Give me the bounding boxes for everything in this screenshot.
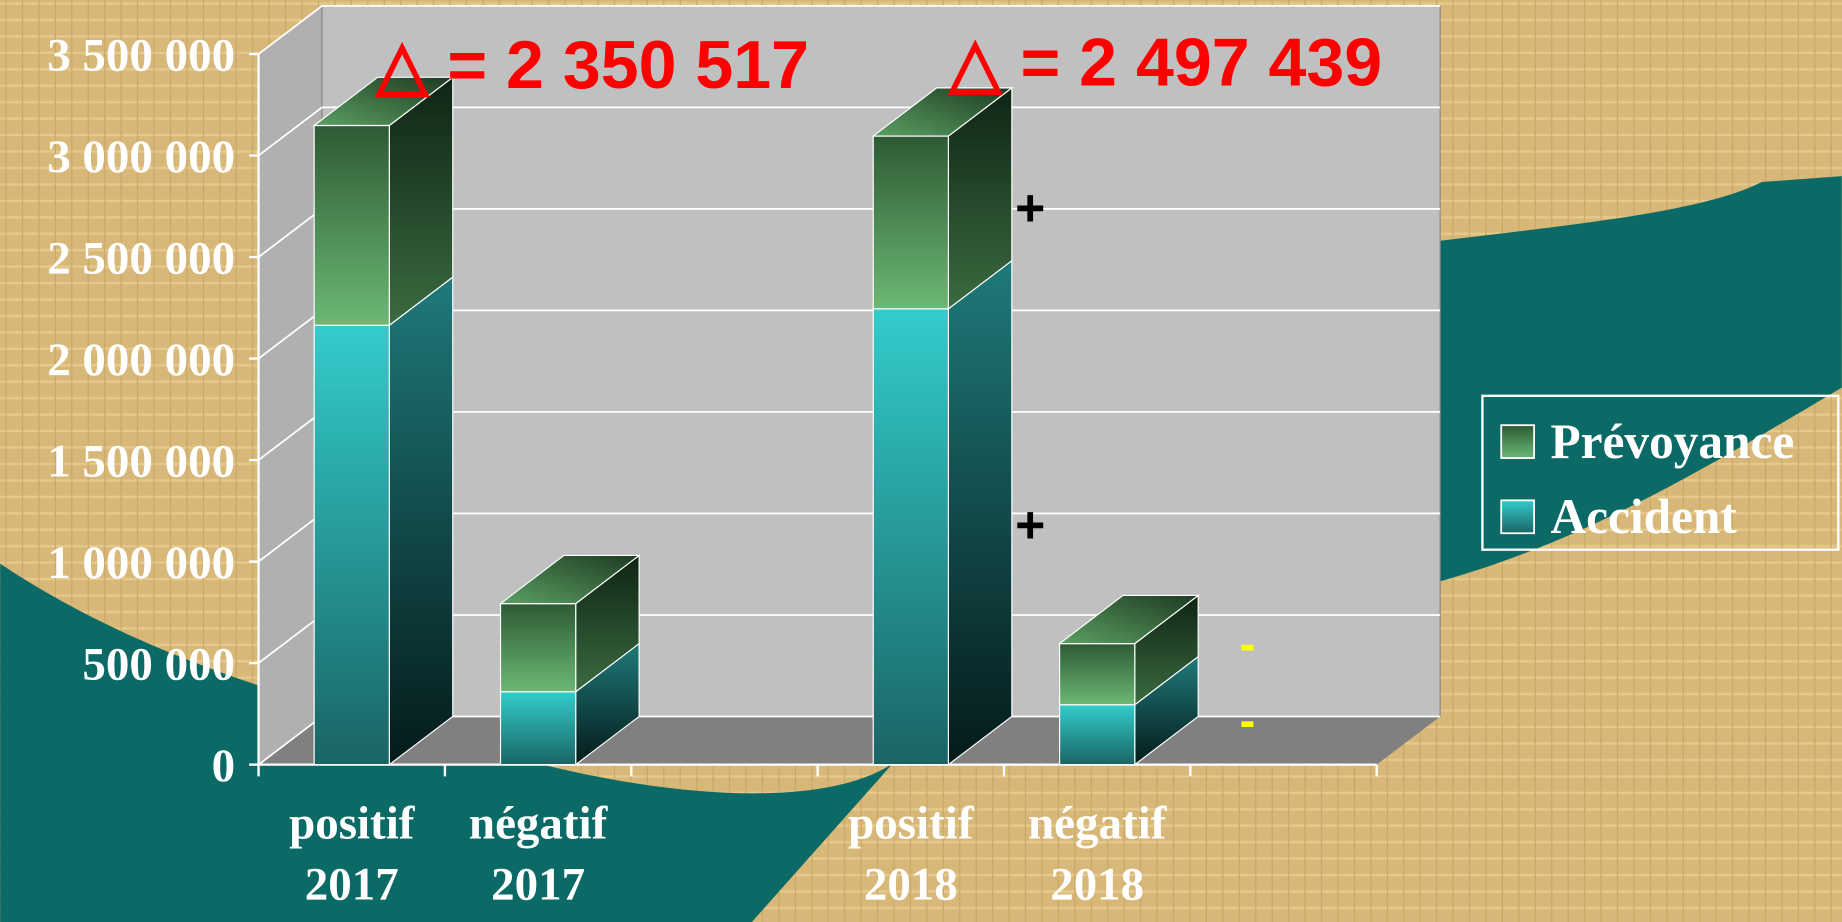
bar-top: [871, 87, 1014, 137]
x-tick-label: négatif 2018: [1028, 796, 1167, 911]
x-tick-label: positif 2018: [848, 796, 974, 911]
x-tick-label: positif 2017: [289, 796, 415, 911]
y-tick-label: 2 000 000: [47, 334, 235, 386]
annotation: -: [1240, 693, 1256, 746]
annotation: +: [1015, 179, 1045, 237]
annotation: +: [1015, 496, 1045, 554]
bar-top: [312, 76, 455, 127]
bar-side: [947, 259, 1013, 766]
bar: [313, 324, 390, 766]
legend-swatch: [1500, 424, 1535, 459]
bar: [313, 124, 390, 326]
legend-box: [1481, 394, 1840, 551]
grid-line: [258, 4, 1441, 55]
bar: [1059, 643, 1136, 706]
legend-label: Prévoyance: [1551, 414, 1795, 469]
annotation: △ = 2 497 439: [947, 25, 1382, 101]
y-tick-label: 500 000: [82, 639, 235, 691]
y-tick-label: 3 500 000: [47, 29, 235, 81]
x-tick-label: négatif 2017: [468, 796, 608, 911]
y-tick-label: 1 000 000: [47, 537, 235, 589]
y-tick-label: 1 500 000: [47, 436, 235, 488]
legend-label: Accident: [1551, 489, 1738, 544]
annotation: △ = 2 350 517: [374, 27, 809, 103]
x-tick-label-box: positif 2017: [289, 796, 415, 911]
bar: [499, 691, 577, 766]
bar: [872, 308, 949, 766]
x-tick-label-box: positif 2018: [848, 796, 974, 911]
bar-side: [388, 275, 454, 766]
side-wall: [257, 4, 323, 766]
bar: [1059, 704, 1136, 766]
x-tick-label-box: négatif 2017: [468, 796, 608, 911]
annotation: -: [1240, 617, 1256, 670]
bar-top: [498, 554, 641, 605]
decor: [1440, 176, 1842, 582]
y-tick-label: 2 500 000: [47, 232, 235, 284]
grid-line: [258, 106, 1441, 157]
bar: [499, 603, 577, 693]
bar-top: [1057, 594, 1200, 645]
x-tick-label-box: négatif 2018: [1028, 796, 1167, 911]
bar: [872, 135, 949, 310]
y-tick-label: 3 000 000: [47, 131, 235, 183]
legend-swatch: [1500, 499, 1535, 535]
y-tick-label: 0: [212, 740, 235, 792]
